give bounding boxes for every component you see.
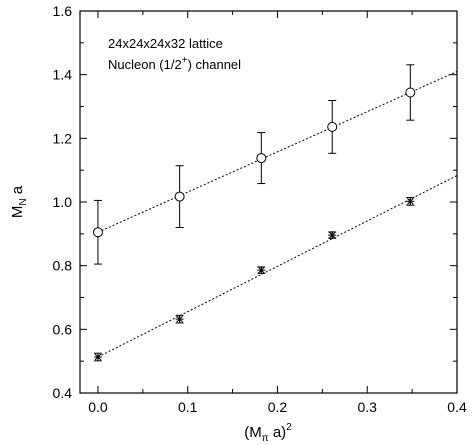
x-tick-label: 0.2 [268,399,288,415]
x-tick-label: 0.3 [358,399,378,415]
annotation-channel: Nucleon (1/2+) channel [108,55,241,72]
x-tick-label: 0.4 [447,399,467,415]
data-point-star [93,353,102,362]
x-axis-label: (Mπ a)2 [244,422,292,444]
x-tick-label: 0.0 [88,399,108,415]
data-point-star [406,197,415,206]
data-point-star [257,266,266,275]
y-axis-label: MN a [9,185,29,218]
y-tick-label: 0.8 [53,258,73,274]
fit-line-series-1 [97,71,458,233]
fit-line-series-2 [97,175,458,358]
y-tick-label: 1.2 [53,130,73,146]
fit-lines [97,71,458,358]
data-point-circle [256,153,267,164]
data-point-circle [174,191,185,202]
data-point-circle [405,87,416,98]
x-tick-label: 0.1 [178,399,198,415]
data-point-circle [327,121,338,132]
axis-ticks: 0.0 0.1 0.2 0.3 0.4 0.4 0.6 0.8 1.0 1.2 1.4 1.6 [53,3,467,415]
y-tick-label: 0.4 [53,385,73,401]
y-tick-label: 1.0 [53,194,73,210]
data-point-star [328,231,337,240]
annotation-lattice: 24x24x24x32 lattice [108,36,223,51]
data-point-circle [92,227,103,238]
y-tick-label: 1.6 [53,3,73,19]
y-tick-label: 0.6 [53,321,73,337]
data-points [92,64,416,362]
annotation-channel-sup: + [182,55,188,66]
y-tick-label: 1.4 [53,67,73,83]
data-point-star [175,315,184,324]
